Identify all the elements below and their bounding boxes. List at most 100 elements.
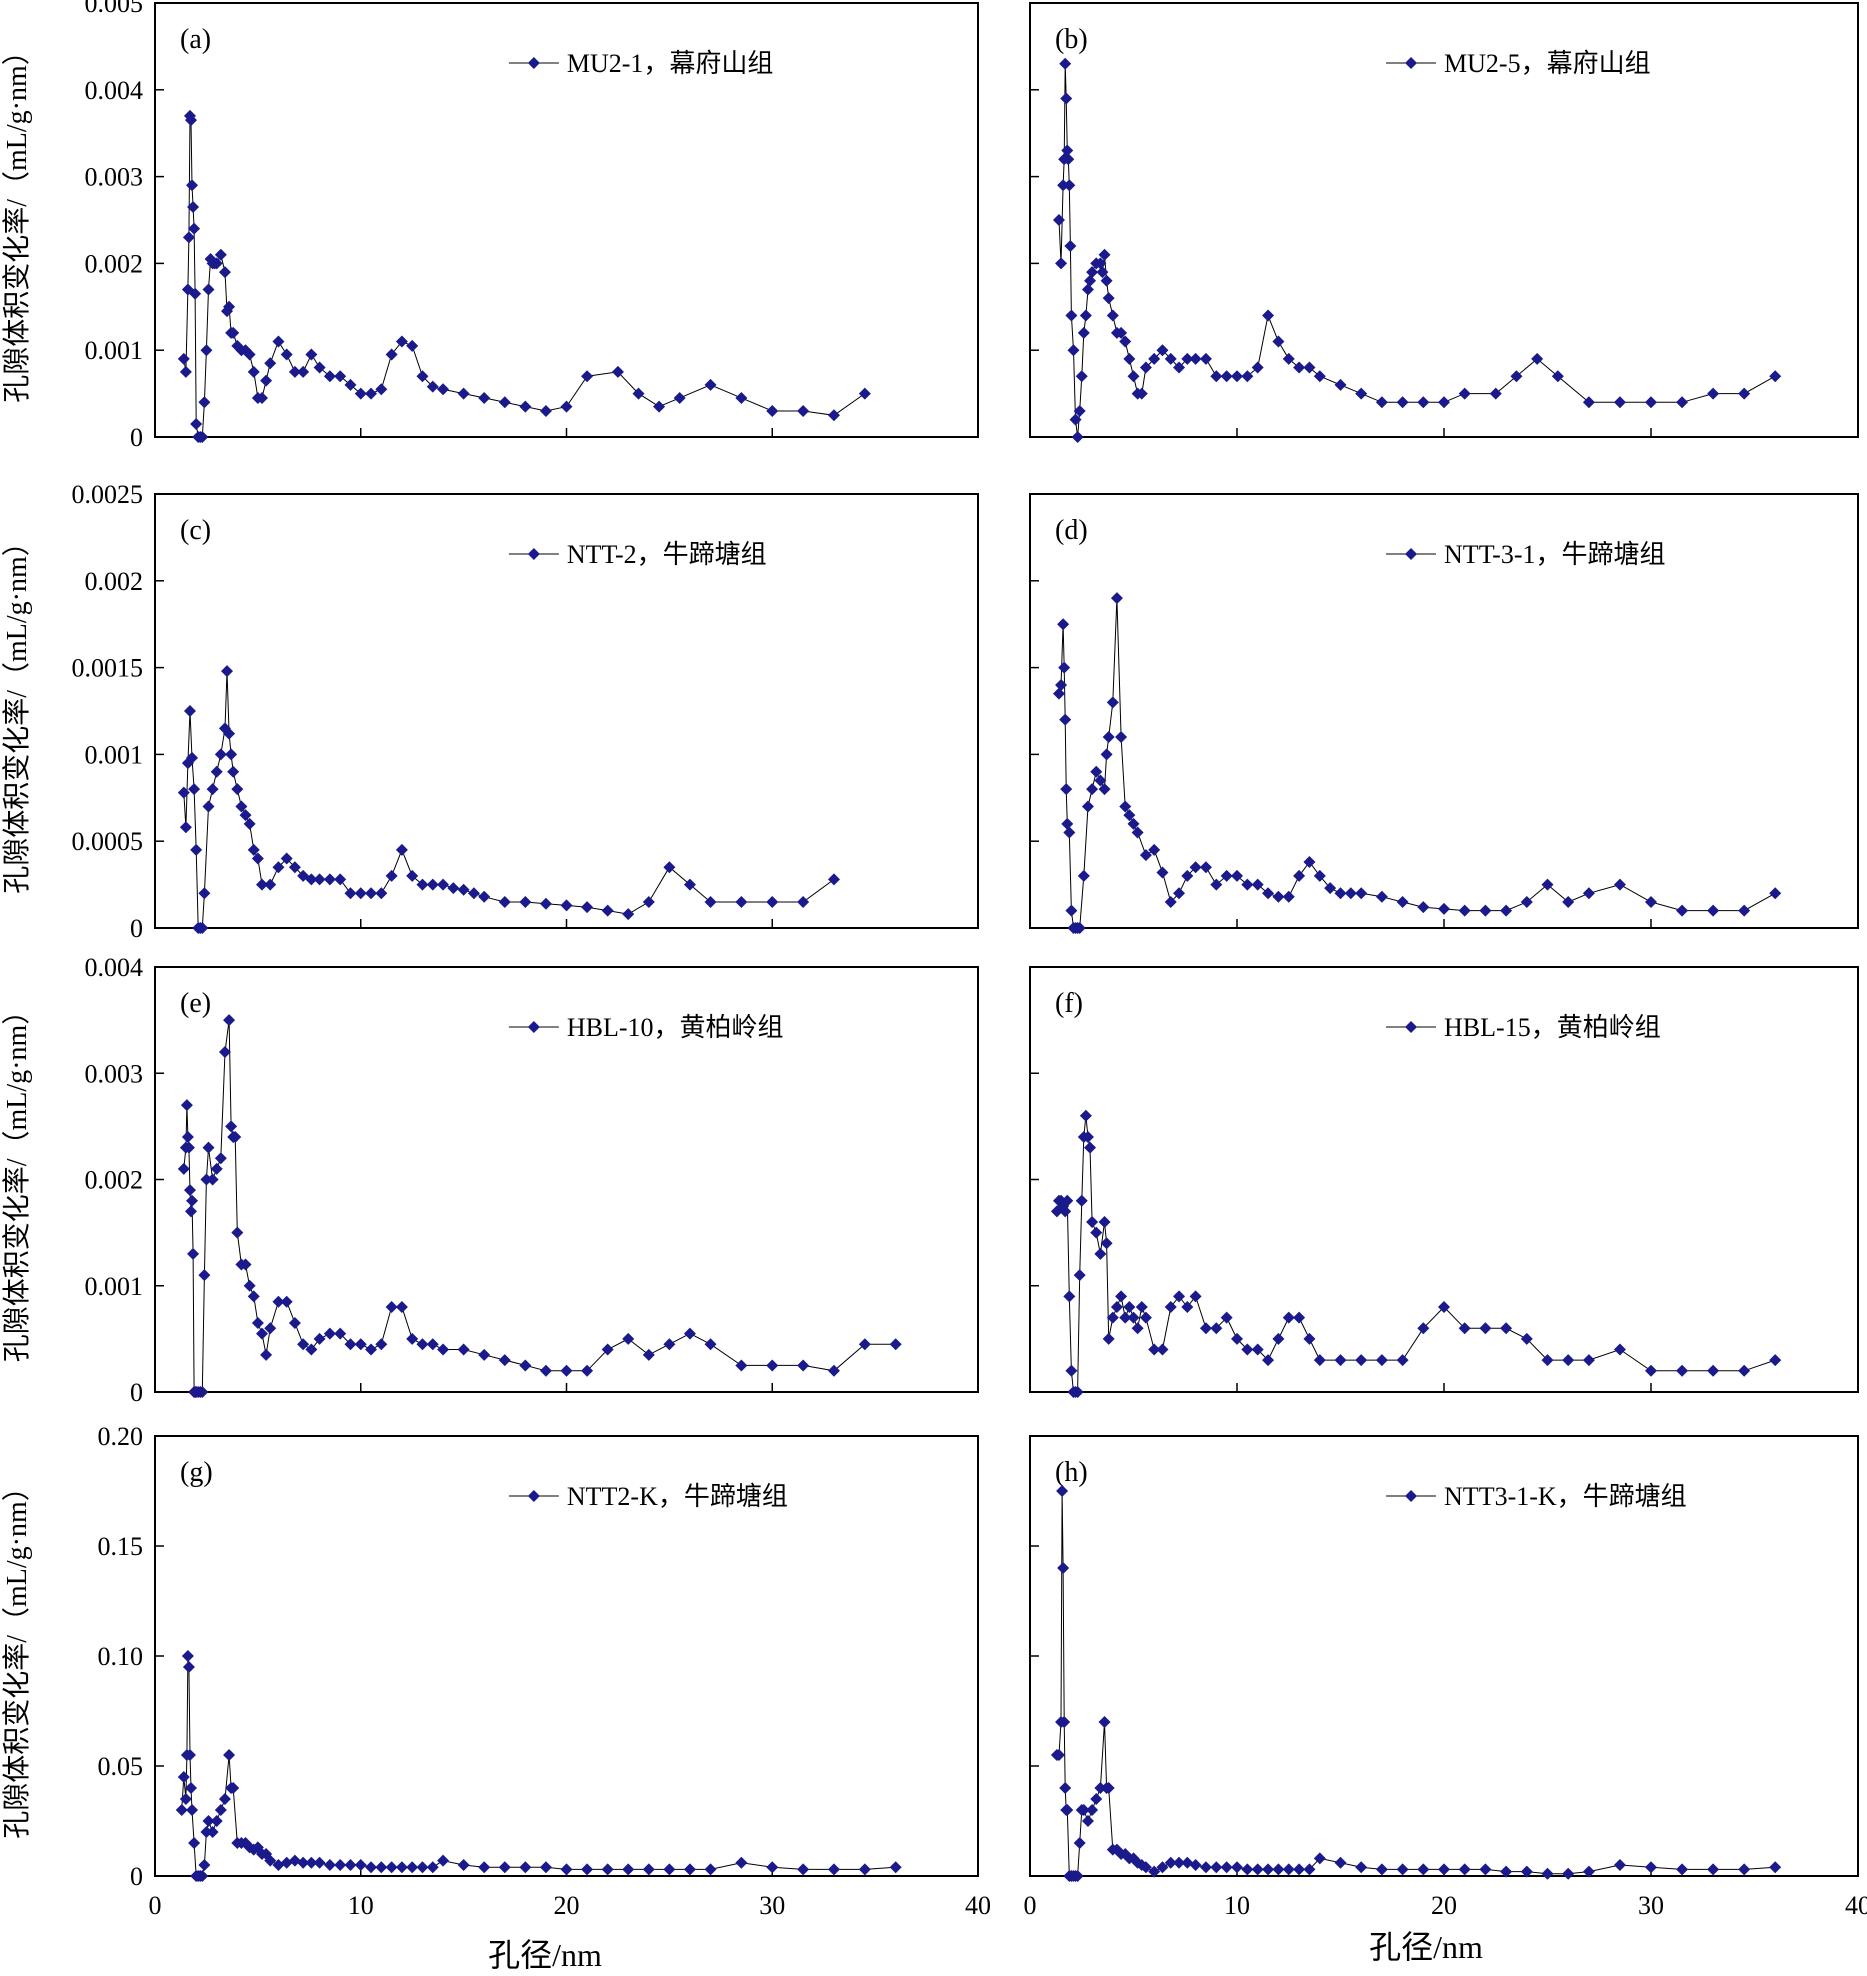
data-point xyxy=(1438,902,1450,915)
data-point xyxy=(1355,887,1368,900)
data-point xyxy=(188,222,201,235)
data-point xyxy=(622,1332,635,1345)
data-point xyxy=(1520,1865,1533,1878)
series-line-b xyxy=(1058,63,1776,438)
data-point xyxy=(1102,731,1115,744)
x-tick-label: 40 xyxy=(1845,1891,1867,1920)
data-point xyxy=(305,1856,318,1869)
data-point xyxy=(1055,678,1068,691)
y-tick-label: 0 xyxy=(130,1862,143,1891)
data-point xyxy=(1061,144,1074,157)
y-tick-label: 0.002 xyxy=(85,1166,144,1195)
data-point xyxy=(1645,396,1657,409)
data-point xyxy=(1613,396,1626,409)
data-point xyxy=(416,1861,429,1874)
data-point xyxy=(247,1290,260,1303)
panel-h: 0 10 20 30 40 (h) NTT3-1-K，牛蹄塘组 xyxy=(1024,1435,1867,1920)
x-tick-label: 0 xyxy=(1024,1891,1037,1920)
y-tick-label: 0.004 xyxy=(85,953,144,982)
data-point xyxy=(663,1338,676,1351)
panel-d: (d) NTT-3-1，牛蹄塘组 xyxy=(1029,493,1859,934)
data-point xyxy=(467,887,480,900)
panel-label: (f) xyxy=(1055,988,1083,1019)
x-tick-label: 10 xyxy=(348,1891,374,1920)
data-point xyxy=(1282,352,1295,365)
data-point xyxy=(457,387,470,400)
data-point xyxy=(673,391,686,404)
data-point xyxy=(498,396,511,409)
data-point xyxy=(264,1322,277,1335)
data-point xyxy=(344,378,357,391)
data-point xyxy=(1396,396,1409,409)
data-point xyxy=(297,1338,310,1351)
y-tick-label: 0.001 xyxy=(85,740,144,769)
data-point xyxy=(735,391,748,404)
data-point xyxy=(1164,1301,1177,1313)
data-point xyxy=(1052,214,1065,226)
data-point xyxy=(539,404,552,417)
data-point xyxy=(227,326,240,339)
data-point xyxy=(288,1854,301,1867)
data-point xyxy=(1123,352,1136,365)
data-point xyxy=(1262,887,1275,900)
data-point xyxy=(1081,800,1094,813)
data-point xyxy=(1073,1269,1086,1282)
data-point xyxy=(858,1863,871,1876)
data-point xyxy=(601,1863,614,1876)
data-point xyxy=(1582,396,1595,409)
data-point xyxy=(406,339,419,352)
data-point xyxy=(1073,922,1086,934)
y-tick-label: 0 xyxy=(130,914,143,943)
data-point xyxy=(231,783,244,796)
data-point xyxy=(478,890,491,903)
legend-marker xyxy=(1405,548,1418,560)
data-point xyxy=(1063,1290,1076,1303)
data-point xyxy=(385,869,398,882)
data-point xyxy=(601,904,614,917)
data-point xyxy=(653,400,666,413)
data-point xyxy=(1181,1856,1194,1869)
data-point xyxy=(1210,878,1223,891)
legend-label: HBL-10，黄柏岭组 xyxy=(567,1013,784,1042)
data-point xyxy=(1084,1141,1097,1154)
data-point xyxy=(354,387,367,400)
data-point xyxy=(560,1364,573,1377)
data-point xyxy=(437,383,450,396)
data-point xyxy=(186,751,199,764)
data-point xyxy=(1251,361,1264,374)
data-point xyxy=(198,1269,211,1282)
data-point xyxy=(1738,1364,1751,1377)
data-point xyxy=(206,1173,219,1186)
data-point xyxy=(1738,904,1751,917)
data-point xyxy=(478,1348,491,1361)
data-point xyxy=(225,748,238,761)
data-point xyxy=(1135,387,1148,400)
data-point xyxy=(683,1327,696,1340)
data-point xyxy=(1081,1131,1094,1143)
series-line-g xyxy=(181,1655,896,1877)
y-tick-label: 0.10 xyxy=(98,1642,144,1671)
data-point xyxy=(1063,179,1076,192)
data-point xyxy=(1061,1194,1074,1207)
data-point xyxy=(1293,1311,1306,1324)
x-tick-label: 20 xyxy=(1431,1891,1457,1920)
legend-marker xyxy=(1405,1490,1418,1502)
data-point xyxy=(179,1793,192,1805)
data-point xyxy=(1115,1290,1128,1303)
data-point xyxy=(288,1316,301,1329)
data-point xyxy=(704,1863,717,1876)
data-point xyxy=(1676,1863,1689,1876)
panel-label: (c) xyxy=(180,515,211,546)
data-point xyxy=(1156,1343,1169,1356)
data-point xyxy=(1334,378,1347,391)
x-tick-label: 20 xyxy=(554,1891,580,1920)
legend-marker xyxy=(1405,57,1418,69)
data-point xyxy=(622,908,635,921)
data-point xyxy=(1282,1863,1295,1876)
data-point xyxy=(1110,592,1123,605)
data-point xyxy=(632,387,645,400)
data-point xyxy=(426,380,439,393)
data-point xyxy=(210,1162,223,1175)
data-point xyxy=(1531,352,1544,365)
legend-label: MU2-1，幕府山组 xyxy=(567,49,774,78)
